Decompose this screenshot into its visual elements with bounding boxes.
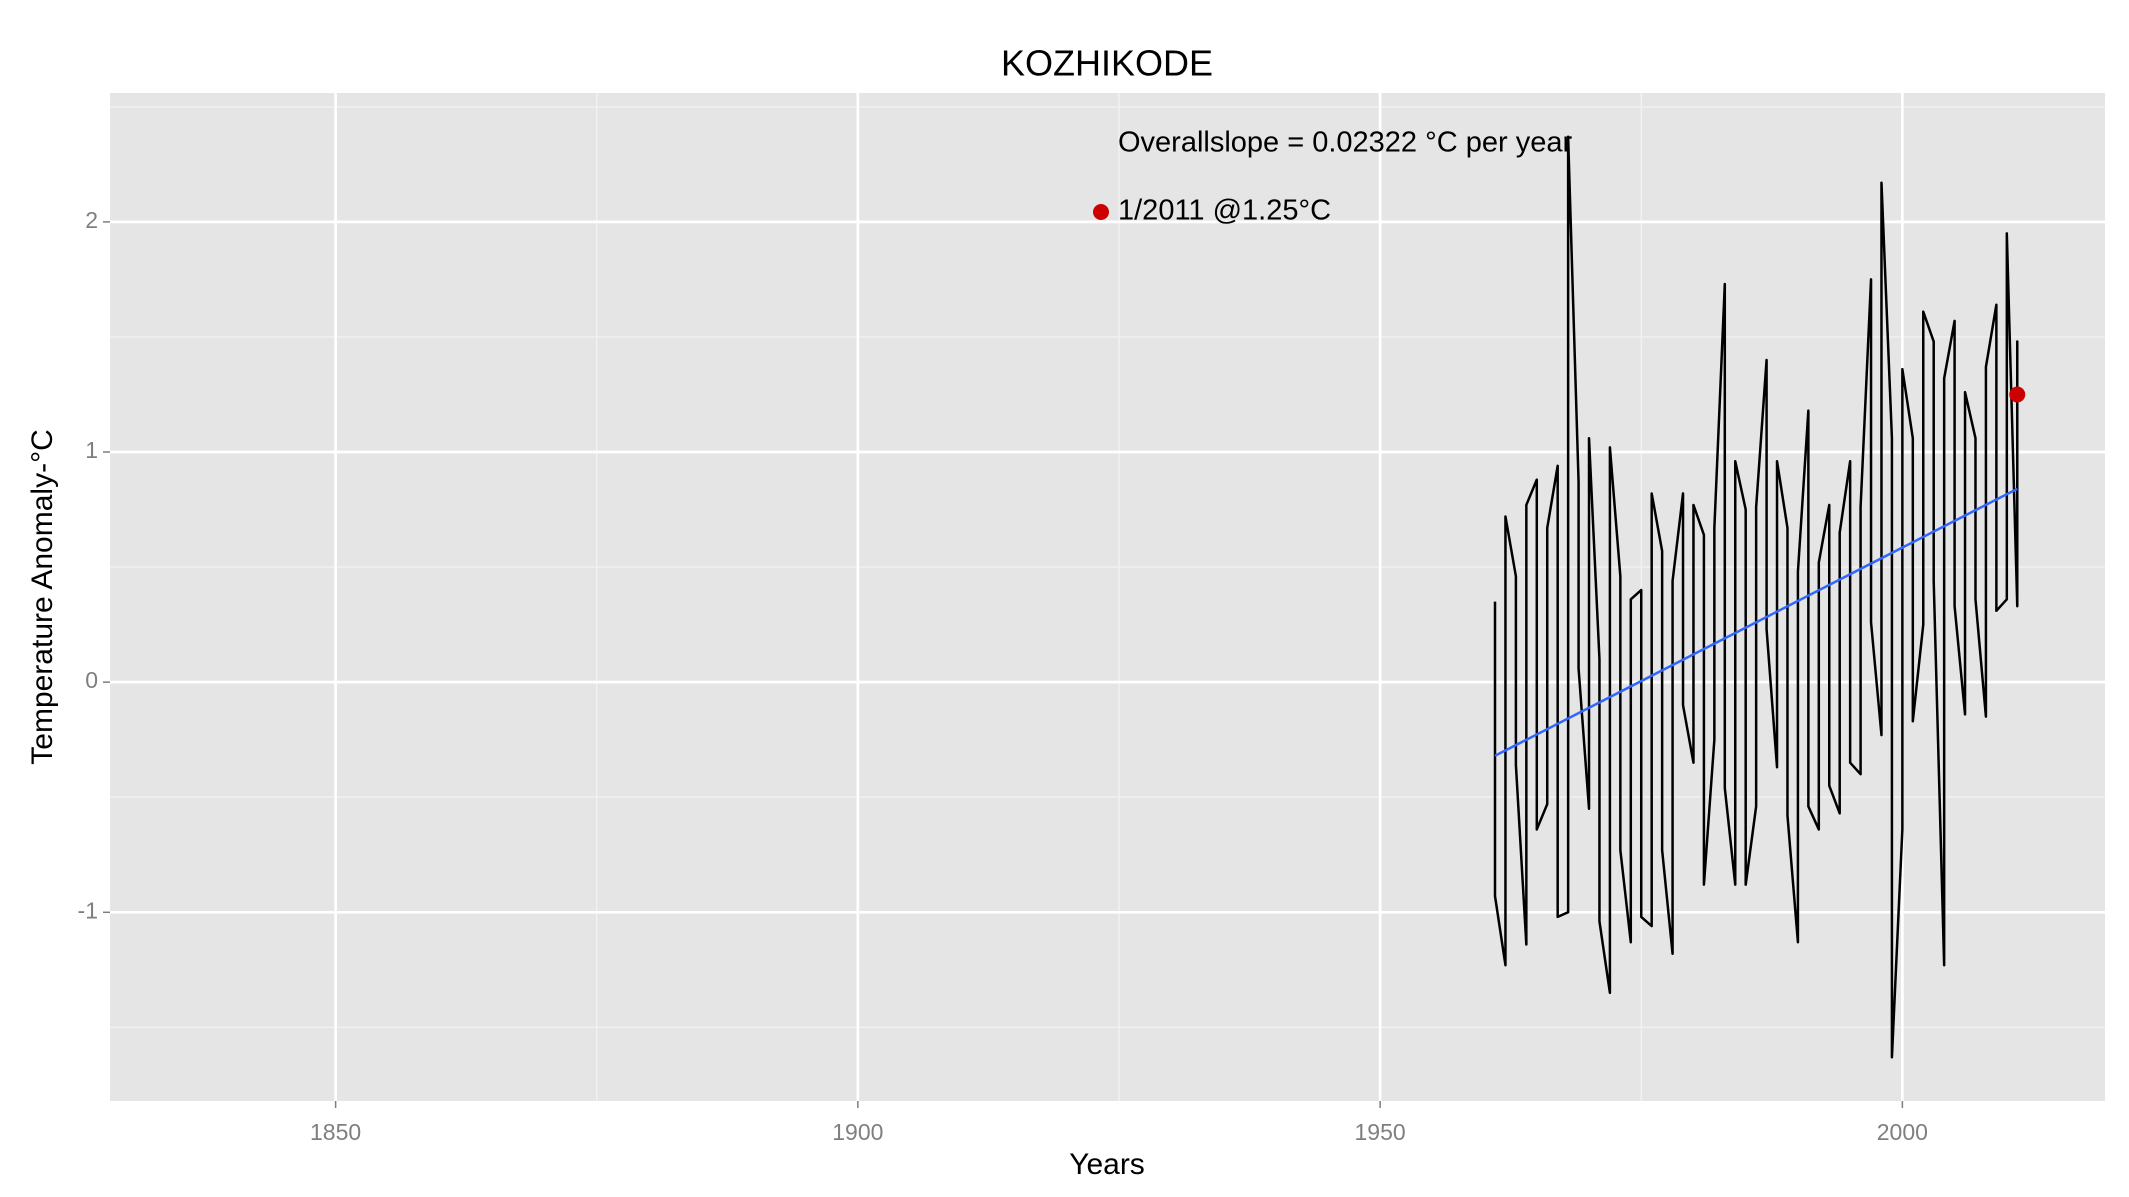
marks xyxy=(1493,135,2026,1059)
y-axis-label: Temperature Anomaly-°C xyxy=(26,429,59,764)
annotation: Overallslope = 0.02322 °C per year xyxy=(1118,127,1572,159)
data-line xyxy=(1494,487,2018,757)
chart-title: KOZHIKODE xyxy=(1001,43,1213,84)
panel xyxy=(110,93,2105,1101)
y-tick-label: 1 xyxy=(85,437,98,463)
y-tick-label: -1 xyxy=(78,897,98,923)
x-tick-label: 1850 xyxy=(310,1119,361,1145)
data-point xyxy=(2009,386,2026,403)
y-tick-label: 2 xyxy=(85,207,98,233)
x-tick-label: 1900 xyxy=(832,1119,883,1145)
x-tick-label: 2000 xyxy=(1877,1119,1928,1145)
x-axis-label: Years xyxy=(1069,1148,1145,1181)
annotation: 1/2011 @1.25°C xyxy=(1118,195,1331,227)
annotation-marker xyxy=(1093,204,1109,220)
y-tick-label: 0 xyxy=(85,667,98,693)
data-line xyxy=(1493,135,2019,1059)
x-tick-label: 1950 xyxy=(1355,1119,1406,1145)
